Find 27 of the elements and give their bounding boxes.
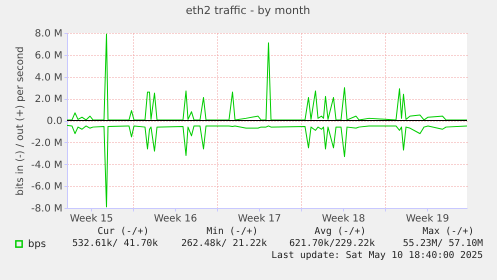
text: Max (-/+) — [422, 226, 475, 237]
text: 532.61k/ 41.70k — [71, 238, 158, 249]
x-tick-label: Week 15 — [70, 214, 114, 224]
text: 262.48k/ 21.22k — [180, 238, 267, 249]
x-tick-label: Week 17 — [238, 214, 282, 224]
text: Min (-/+) — [206, 226, 259, 237]
x-tick-label: Week 19 — [406, 214, 450, 224]
y-tick-label: 8.0 M — [34, 28, 62, 40]
y-tick-label: -4.0 M — [31, 160, 62, 171]
y-tick-label: -8.0 M — [31, 204, 62, 214]
text: Cur (-/+) — [96, 226, 150, 237]
text: Last update: Sat May 10 18:40:00 2025 — [270, 250, 483, 261]
text: Avg (-/+) — [314, 226, 367, 237]
y-tick-label: 4.0 M — [34, 72, 62, 84]
y-tick-label: 0.0 — [46, 116, 62, 127]
line-series — [67, 34, 467, 120]
chart-title: eth2 traffic - by month — [186, 4, 310, 17]
y-axis-title: bits in (-) / out (+) per second — [15, 46, 26, 196]
y-tick-label: 2.0 M — [34, 94, 62, 106]
y-tick-label: -6.0 M — [31, 182, 62, 193]
legend-label: bps — [28, 239, 46, 250]
text: 621.70k/229.22k — [288, 238, 375, 249]
y-tick-label: -2.0 M — [31, 138, 62, 149]
text: 55.23M/ 57.10M — [402, 238, 483, 249]
x-tick-label: Week 16 — [154, 214, 198, 224]
x-tick-label: Week 18 — [322, 214, 366, 224]
y-tick-label: 6.0 M — [34, 50, 62, 62]
